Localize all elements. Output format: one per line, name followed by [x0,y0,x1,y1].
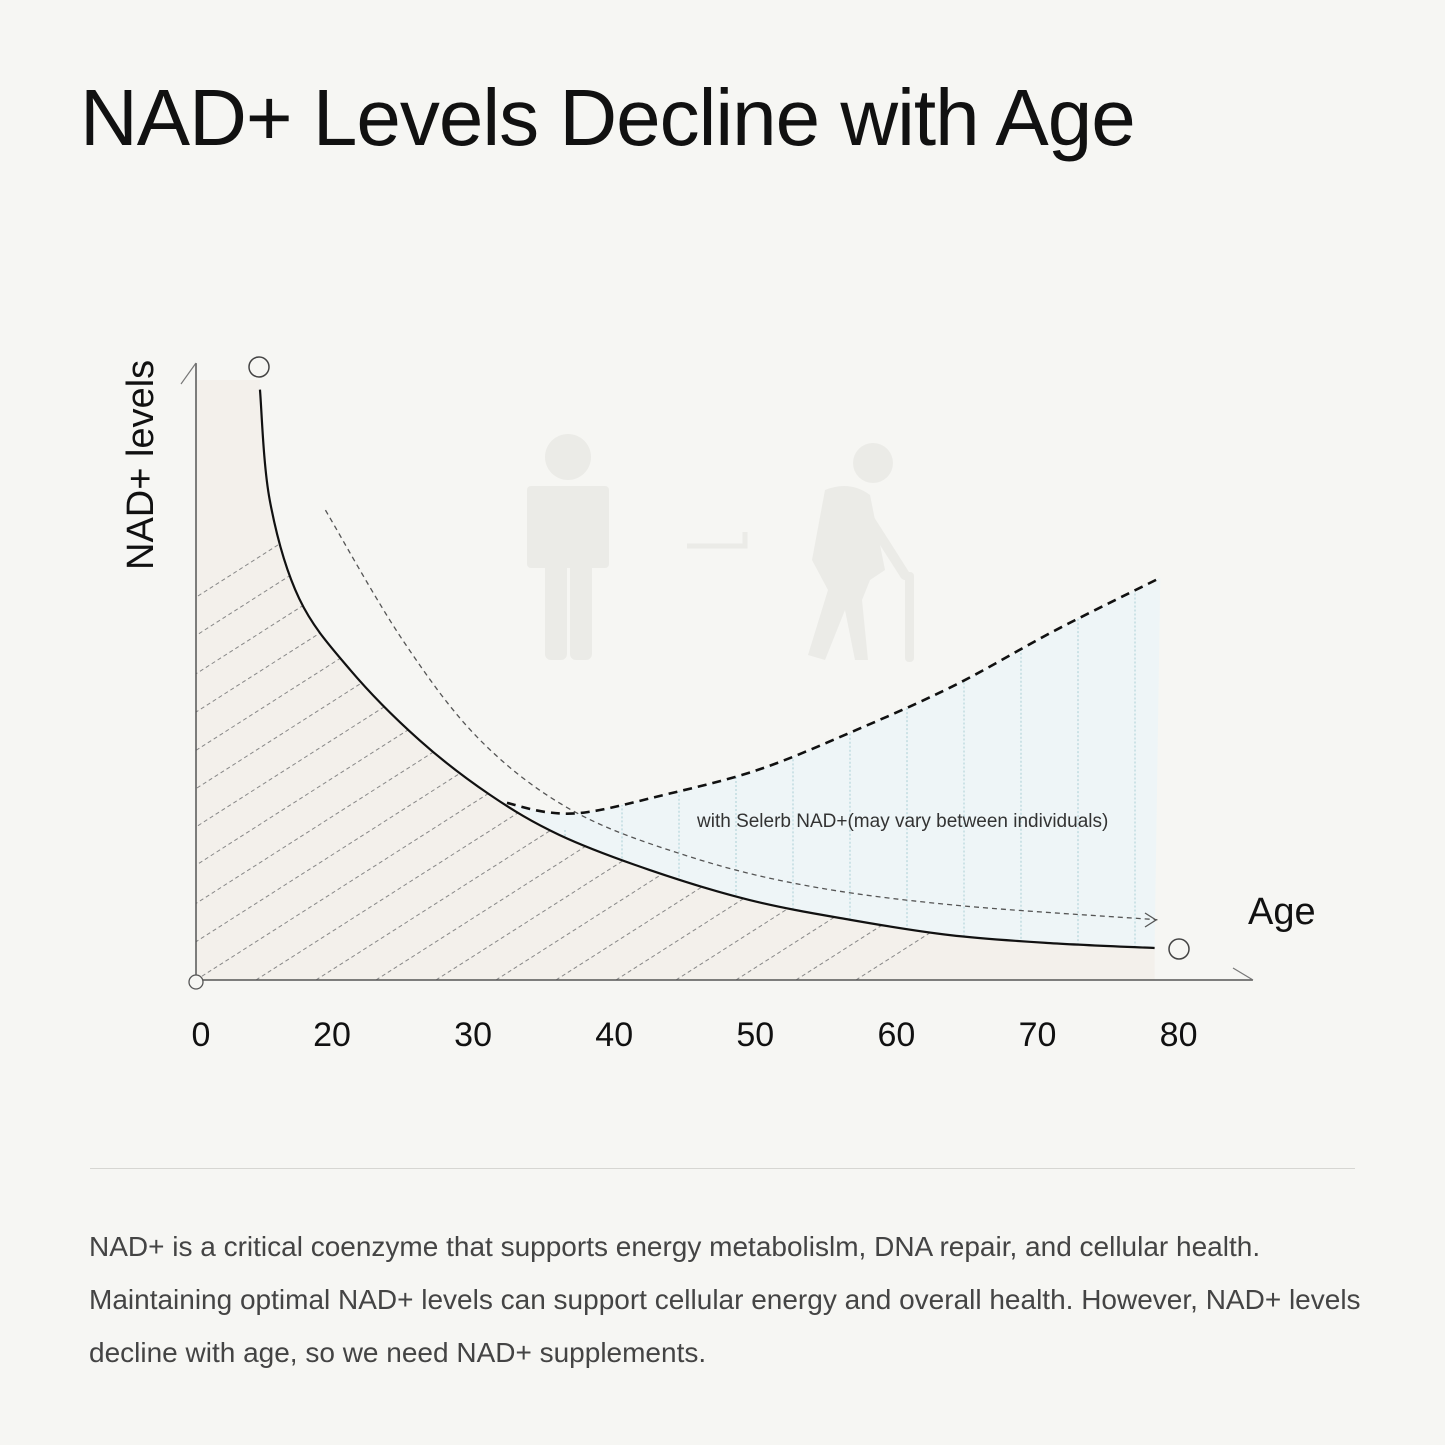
elderly-person-icon [808,443,914,662]
hatch-line [196,380,877,980]
start-marker [248,356,270,378]
hatched-area [196,380,1155,980]
nad-chart: NAD+ levels Age with Selerb NAD+(may var… [120,356,1316,1054]
arrow-head-icon [1144,912,1158,928]
x-tick-label: 0 [192,1016,211,1054]
hatch-line [196,380,817,980]
end-marker [1168,938,1190,960]
y-axis-label: NAD+ levels [120,360,162,570]
origin-marker [188,974,204,990]
divider [90,1168,1355,1169]
figures-illustration [527,434,914,662]
x-tick-label: 70 [1019,1016,1057,1054]
series-dashed-bold [506,576,1161,815]
x-tick-label: 30 [454,1016,492,1054]
page-title: NAD+ Levels Decline with Age [80,73,1136,162]
x-axis-tip [1232,967,1254,981]
description-text: NAD+ is a critical coenzyme that support… [89,1231,1361,1368]
series-solid [258,389,1155,950]
x-tick-label: 20 [313,1016,351,1054]
series-dashed-thin-arrow [324,509,1158,921]
arrow-right-icon [687,532,748,549]
y-axis-tip [180,362,197,385]
x-axis-label: Age [1248,891,1316,933]
x-tick-label: 50 [736,1016,774,1054]
selerb-fill-area [506,577,1161,949]
selerb-annotation: with Selerb NAD+(may vary between indivi… [696,811,1108,832]
young-person-icon [527,434,609,660]
x-tick-label: 40 [595,1016,633,1054]
x-tick-labels: 0 20 30 40 50 60 70 80 [192,1016,1198,1054]
x-tick-label: 60 [877,1016,915,1054]
x-tick-label: 80 [1160,1016,1198,1054]
